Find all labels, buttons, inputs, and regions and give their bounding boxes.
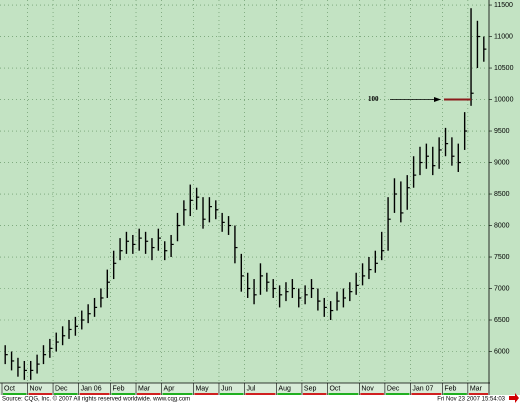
month-stripe (219, 393, 244, 395)
x-tick-label: Dec (387, 385, 400, 392)
x-tick-label: May (195, 385, 209, 392)
month-stripe (277, 393, 301, 395)
x-tick-label: Nov (30, 385, 43, 392)
x-tick-label: Feb (112, 385, 124, 392)
month-stripe (3, 393, 27, 395)
y-tick-label: 9500 (494, 128, 510, 135)
y-tick-label: 6500 (494, 317, 510, 324)
x-tick-label: Jan 06 (81, 385, 102, 392)
y-tick-label: 9000 (494, 159, 510, 166)
x-tick-label: Jul (247, 385, 256, 392)
month-stripe (328, 393, 359, 395)
month-stripe (385, 393, 410, 395)
month-stripe (162, 393, 193, 395)
y-tick-label: 6000 (494, 348, 510, 355)
scroll-arrow[interactable] (509, 393, 519, 403)
x-tick-label: Oct (4, 385, 15, 392)
x-tick-label: Sep (304, 385, 317, 392)
month-stripe (79, 393, 110, 395)
source: Source: CQG, Inc. © 2007 All rights rese… (2, 396, 190, 403)
month-stripe (194, 393, 218, 395)
x-tick-label: Nov (361, 385, 374, 392)
month-stripe (137, 393, 161, 395)
y-tick-label: 8000 (494, 222, 510, 229)
x-tick-label: Mar (470, 385, 483, 392)
annotation-arrowhead (434, 97, 441, 103)
month-stripe (302, 393, 327, 395)
x-tick-label: Jan 07 (412, 385, 433, 392)
x-tick-label: Jun (221, 385, 232, 392)
month-stripe (360, 393, 384, 395)
y-tick-label: 8500 (494, 191, 510, 198)
x-tick-label: Aug (278, 385, 291, 392)
y-tick-label: 10500 (494, 65, 514, 72)
month-stripe (111, 393, 136, 395)
annotation-label: 100 (368, 95, 379, 103)
month-stripe (468, 393, 488, 395)
y-tick-label: 7500 (494, 254, 510, 261)
month-stripe (443, 393, 467, 395)
month-stripe (28, 393, 53, 395)
timestamp: Fri Nov 23 2007 15:54:03 (437, 397, 505, 403)
month-stripe (54, 393, 78, 395)
y-tick-label: 11000 (494, 33, 513, 40)
x-tick-label: Dec (55, 385, 68, 392)
month-stripe (245, 393, 276, 395)
y-tick-label: 10000 (494, 96, 514, 103)
month-stripe (411, 393, 442, 395)
x-tick-label: Apr (164, 385, 176, 392)
date-band (0, 383, 490, 395)
x-tick-label: Feb (444, 385, 456, 392)
y-tick-label: 11500 (494, 2, 513, 9)
y-tick-label: 7000 (494, 285, 510, 292)
plot-background (0, 0, 520, 395)
x-tick-label: Oct (329, 385, 340, 392)
x-tick-label: Mar (138, 385, 151, 392)
